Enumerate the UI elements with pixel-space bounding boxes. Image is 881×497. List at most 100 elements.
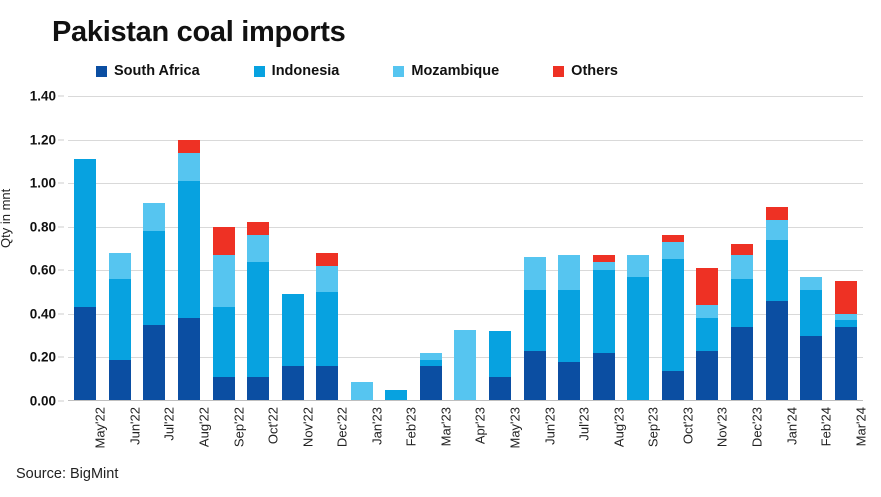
bar-column[interactable] xyxy=(828,96,863,401)
bar-segment[interactable] xyxy=(765,207,788,221)
bar-segment[interactable] xyxy=(489,377,512,401)
bar-segment[interactable] xyxy=(765,300,788,401)
bar-column[interactable] xyxy=(586,96,621,401)
bar-segment[interactable] xyxy=(627,255,650,277)
bar-segment[interactable] xyxy=(592,255,615,262)
bar-segment[interactable] xyxy=(730,326,753,401)
bar-segment[interactable] xyxy=(177,139,200,153)
bar-segment[interactable] xyxy=(661,259,684,371)
bar-segment[interactable] xyxy=(108,359,131,401)
bar-segment[interactable] xyxy=(316,265,339,293)
bar-segment[interactable] xyxy=(523,257,546,290)
legend-item[interactable]: Mozambique xyxy=(393,63,499,79)
legend-item[interactable]: Indonesia xyxy=(253,63,339,79)
bar-column[interactable] xyxy=(794,96,829,401)
bar-segment[interactable] xyxy=(212,307,235,378)
bar-column[interactable] xyxy=(759,96,794,401)
bar-segment[interactable] xyxy=(523,350,546,401)
bar-column[interactable] xyxy=(206,96,241,401)
bar-column[interactable] xyxy=(241,96,276,401)
bar-segment[interactable] xyxy=(108,252,131,280)
bar-segment[interactable] xyxy=(316,366,339,401)
bar-segment[interactable] xyxy=(730,279,753,327)
bar-stack xyxy=(696,268,719,401)
y-axis-tick-label: 1.40 xyxy=(29,88,56,104)
bar-segment[interactable] xyxy=(281,366,304,401)
bar-column[interactable] xyxy=(68,96,103,401)
bar-segment[interactable] xyxy=(592,353,615,401)
bar-segment[interactable] xyxy=(523,289,546,351)
bar-segment[interactable] xyxy=(419,366,442,401)
bar-segment[interactable] xyxy=(316,252,339,266)
bar-segment[interactable] xyxy=(143,202,166,232)
bar-column[interactable] xyxy=(621,96,656,401)
bar-column[interactable] xyxy=(172,96,207,401)
bar-segment[interactable] xyxy=(212,377,235,401)
bar-segment[interactable] xyxy=(558,289,581,362)
bar-segment[interactable] xyxy=(765,220,788,240)
bar-segment[interactable] xyxy=(108,279,131,360)
bar-segment[interactable] xyxy=(834,313,857,321)
bar-column[interactable] xyxy=(517,96,552,401)
bar-column[interactable] xyxy=(414,96,449,401)
bar-segment[interactable] xyxy=(74,307,97,401)
bar-segment[interactable] xyxy=(143,324,166,401)
bar-stack xyxy=(247,222,270,401)
bar-segment[interactable] xyxy=(661,235,684,242)
bar-column[interactable] xyxy=(103,96,138,401)
bar-column[interactable] xyxy=(379,96,414,401)
bar-segment[interactable] xyxy=(558,361,581,401)
bar-segment[interactable] xyxy=(661,370,684,401)
bar-segment[interactable] xyxy=(385,390,408,401)
bar-segment[interactable] xyxy=(454,330,477,401)
bar-segment[interactable] xyxy=(558,255,581,290)
bar-segment[interactable] xyxy=(489,331,512,378)
bar-segment[interactable] xyxy=(247,235,270,262)
bar-column[interactable] xyxy=(690,96,725,401)
bar-segment[interactable] xyxy=(143,231,166,325)
bar-segment[interactable] xyxy=(834,281,857,314)
bar-segment[interactable] xyxy=(592,270,615,354)
bar-segment[interactable] xyxy=(800,335,823,401)
bar-segment[interactable] xyxy=(592,261,615,271)
bar-segment[interactable] xyxy=(316,292,339,367)
bar-segment[interactable] xyxy=(212,255,235,308)
bar-segment[interactable] xyxy=(696,305,719,319)
bar-column[interactable] xyxy=(483,96,518,401)
bar-segment[interactable] xyxy=(834,326,857,401)
bar-segment[interactable] xyxy=(177,180,200,319)
bar-segment[interactable] xyxy=(74,159,97,308)
bar-segment[interactable] xyxy=(834,320,857,327)
bar-column[interactable] xyxy=(137,96,172,401)
bar-segment[interactable] xyxy=(350,382,373,401)
legend-item[interactable]: Others xyxy=(553,63,618,79)
bar-column[interactable] xyxy=(310,96,345,401)
bar-segment[interactable] xyxy=(730,244,753,256)
bar-column[interactable] xyxy=(275,96,310,401)
bar-segment[interactable] xyxy=(696,318,719,351)
bar-segment[interactable] xyxy=(800,276,823,290)
bar-segment[interactable] xyxy=(247,222,270,236)
bar-segment[interactable] xyxy=(247,377,270,401)
bar-segment[interactable] xyxy=(696,350,719,401)
bar-segment[interactable] xyxy=(627,276,650,401)
bar-column[interactable] xyxy=(448,96,483,401)
bar-segment[interactable] xyxy=(765,239,788,301)
bar-segment[interactable] xyxy=(247,261,270,378)
bar-segment[interactable] xyxy=(419,359,442,367)
bar-segment[interactable] xyxy=(177,318,200,401)
bar-segment[interactable] xyxy=(212,226,235,256)
bar-column[interactable] xyxy=(725,96,760,401)
legend-item[interactable]: South Africa xyxy=(96,63,200,79)
bar-column[interactable] xyxy=(345,96,380,401)
bar-segment[interactable] xyxy=(281,294,304,367)
bar-column[interactable] xyxy=(656,96,691,401)
bar-segment[interactable] xyxy=(419,353,442,360)
bar-segment[interactable] xyxy=(730,255,753,280)
bar-segment[interactable] xyxy=(177,152,200,181)
bar-column[interactable] xyxy=(552,96,587,401)
bar-segment[interactable] xyxy=(696,268,719,306)
bar-segment[interactable] xyxy=(800,289,823,336)
plot-area xyxy=(68,96,863,401)
bar-segment[interactable] xyxy=(661,241,684,260)
